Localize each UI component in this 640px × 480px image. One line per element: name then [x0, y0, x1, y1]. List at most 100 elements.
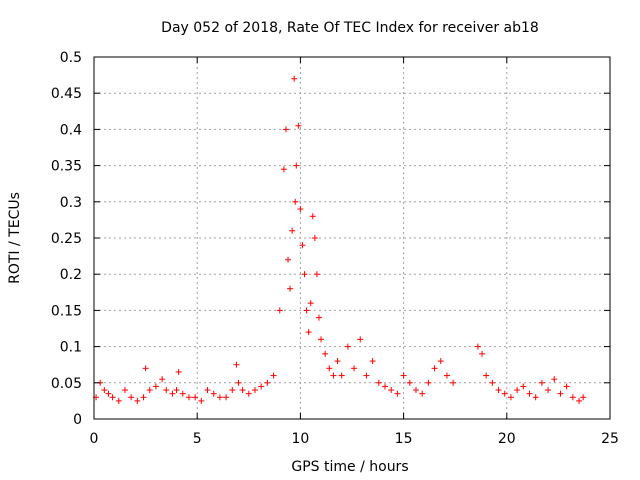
data-point	[307, 300, 314, 307]
x-tick-label: 15	[395, 431, 413, 447]
data-point	[239, 387, 246, 394]
grid-layer	[94, 57, 610, 419]
data-point	[185, 394, 192, 401]
data-point	[357, 336, 364, 343]
data-point	[425, 379, 432, 386]
ticks-layer	[93, 56, 611, 420]
data-point	[140, 394, 147, 401]
data-point	[270, 372, 277, 379]
data-point	[292, 198, 299, 205]
data-point	[169, 390, 176, 397]
data-point	[264, 379, 271, 386]
data-point	[251, 387, 258, 394]
data-point	[293, 162, 300, 169]
data-point	[289, 227, 296, 234]
data-point	[375, 379, 382, 386]
data-point	[216, 394, 223, 401]
y-tick-label: 0.4	[60, 122, 82, 138]
data-point	[526, 390, 533, 397]
data-point	[495, 387, 502, 394]
data-point	[285, 256, 292, 263]
data-point	[580, 394, 587, 401]
data-point	[175, 368, 182, 375]
data-point	[258, 383, 265, 390]
data-point	[121, 387, 128, 394]
data-point	[128, 394, 135, 401]
data-point	[382, 383, 389, 390]
data-point	[192, 394, 199, 401]
data-point	[474, 343, 481, 350]
data-point	[297, 206, 304, 213]
data-point	[233, 361, 240, 368]
data-point	[295, 122, 302, 129]
data-point	[134, 397, 141, 404]
data-point	[326, 365, 333, 372]
data-point	[394, 390, 401, 397]
data-point	[101, 387, 108, 394]
y-tick-label: 0.45	[51, 86, 82, 102]
data-point	[299, 242, 306, 249]
x-tick-labels: 0 5 10 15 20 25	[90, 431, 619, 447]
data-point	[483, 372, 490, 379]
data-point	[291, 75, 298, 82]
points-layer	[93, 75, 587, 404]
data-point	[229, 387, 236, 394]
data-point	[351, 365, 358, 372]
data-point	[450, 379, 457, 386]
x-tick-label: 20	[498, 431, 516, 447]
data-point	[489, 379, 496, 386]
data-point	[245, 390, 252, 397]
data-point	[412, 387, 419, 394]
data-point	[315, 314, 322, 321]
data-point	[437, 358, 444, 365]
y-tick-label: 0	[73, 412, 82, 428]
data-point	[369, 358, 376, 365]
data-point	[551, 376, 558, 383]
data-point	[152, 383, 159, 390]
data-point	[318, 336, 325, 343]
data-point	[431, 365, 438, 372]
data-point	[109, 394, 116, 401]
data-point	[163, 387, 170, 394]
x-tick-label: 10	[291, 431, 309, 447]
data-point	[501, 390, 508, 397]
y-tick-label: 0.5	[60, 50, 82, 66]
data-point	[569, 394, 576, 401]
data-point	[173, 387, 180, 394]
data-point	[280, 166, 287, 173]
data-point	[406, 379, 413, 386]
data-point	[338, 372, 345, 379]
x-axis-label: GPS time / hours	[291, 459, 408, 475]
data-point	[282, 126, 289, 133]
x-tick-label: 25	[601, 431, 619, 447]
data-point	[330, 372, 337, 379]
data-point	[115, 397, 122, 404]
data-point	[363, 372, 370, 379]
data-point	[276, 307, 283, 314]
y-tick-label: 0.35	[51, 159, 82, 175]
data-point	[198, 397, 205, 404]
y-tick-label: 0.15	[51, 303, 82, 319]
y-tick-label: 0.2	[60, 267, 82, 283]
data-point	[334, 358, 341, 365]
data-point	[305, 329, 312, 336]
data-point	[204, 387, 211, 394]
data-point	[322, 350, 329, 357]
data-point	[563, 383, 570, 390]
data-point	[507, 394, 514, 401]
data-point	[576, 397, 583, 404]
data-point	[538, 379, 545, 386]
data-point	[142, 365, 149, 372]
data-point	[344, 343, 351, 350]
data-point	[105, 390, 112, 397]
data-point	[287, 285, 294, 292]
data-point	[309, 213, 316, 220]
data-point	[146, 387, 153, 394]
data-point	[520, 383, 527, 390]
y-tick-label: 0.25	[51, 231, 82, 247]
data-point	[235, 379, 242, 386]
y-axis-label: ROTI / TECUs	[7, 192, 23, 284]
y-tick-label: 0.05	[51, 376, 82, 392]
y-tick-label: 0.1	[60, 340, 82, 356]
